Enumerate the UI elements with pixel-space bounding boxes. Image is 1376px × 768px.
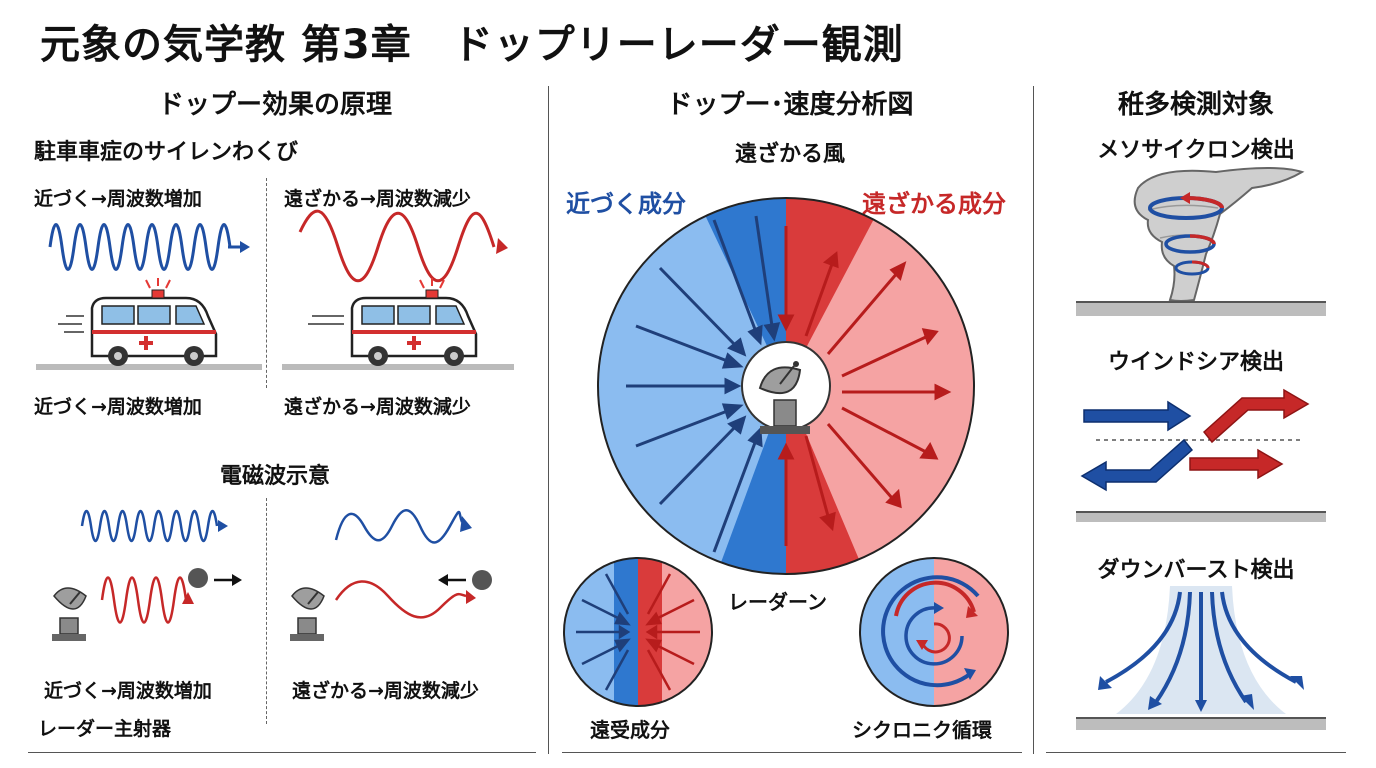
downburst-label: ダウンバースト検出 bbox=[1097, 558, 1295, 583]
column-divider-left bbox=[548, 86, 549, 754]
velocity-subheading: 遠ざかる風 bbox=[734, 142, 845, 167]
page-title: 元象の気学教 第3章 ドップリーレーダー観測 bbox=[40, 22, 904, 68]
em-divider bbox=[266, 498, 267, 724]
bottom-rule-right bbox=[1046, 752, 1346, 753]
radar-dish-icon bbox=[758, 361, 810, 434]
siren-subheading: 駐車車症のサイレンわくび bbox=[34, 140, 299, 165]
windshear-label: ウインドシア検出 bbox=[1107, 350, 1284, 375]
em-wave-heading: 電磁波示意 bbox=[219, 464, 330, 489]
em-approach-diagram bbox=[52, 509, 242, 641]
mesocyclone-tornado-illustration bbox=[1076, 167, 1326, 316]
doppler-principle-heading: ドップー効果の原理 bbox=[157, 90, 392, 120]
windshear-illustration bbox=[1076, 388, 1326, 522]
mini-convergence-label: 遠受成分 bbox=[590, 718, 670, 742]
downburst-illustration bbox=[1076, 586, 1326, 730]
em-approach-label: 近づく→周波数増加 bbox=[44, 680, 212, 702]
bottom-rule-left bbox=[28, 752, 536, 753]
approach-component-label: 近づく成分 bbox=[566, 190, 686, 218]
recede-component-label: 遠ざかる成分 bbox=[862, 190, 1006, 218]
top-left-approach-label: 近づく→周波数増加 bbox=[34, 188, 202, 210]
top-right-recede-label: 遠ざかる→周波数減少 bbox=[284, 188, 471, 210]
bottom-right-recede-label: 遠ざかる→周波数減少 bbox=[284, 396, 471, 418]
bottom-rule-middle bbox=[562, 752, 1022, 753]
ambulance-receding-scene bbox=[282, 278, 514, 370]
vehicle-divider bbox=[266, 178, 267, 388]
rotation-mini-circle bbox=[859, 557, 1009, 707]
velocity-analysis-heading: ドップー･速度分析図 bbox=[666, 90, 914, 120]
em-recede-label: 遠ざかる→周波数減少 bbox=[292, 680, 479, 702]
stretched-sound-wave bbox=[298, 209, 508, 282]
ambulance-approaching-scene bbox=[36, 278, 262, 370]
radar-transmitter-label: レーダー主射器 bbox=[38, 718, 172, 740]
radar-line-label: レーダーン bbox=[728, 590, 827, 614]
em-recede-diagram bbox=[290, 509, 492, 641]
convergence-mini-circle bbox=[563, 557, 713, 707]
bottom-left-approach-label: 近づく→周波数増加 bbox=[34, 396, 202, 418]
mesocyclone-label: メソサイクロン検出 bbox=[1097, 138, 1295, 163]
compressed-sound-wave bbox=[48, 223, 250, 271]
detection-targets-heading: 秹多検測対象 bbox=[1117, 90, 1274, 120]
mini-cyclonic-label: シクロニク循環 bbox=[852, 718, 992, 742]
column-divider-right bbox=[1033, 86, 1034, 754]
